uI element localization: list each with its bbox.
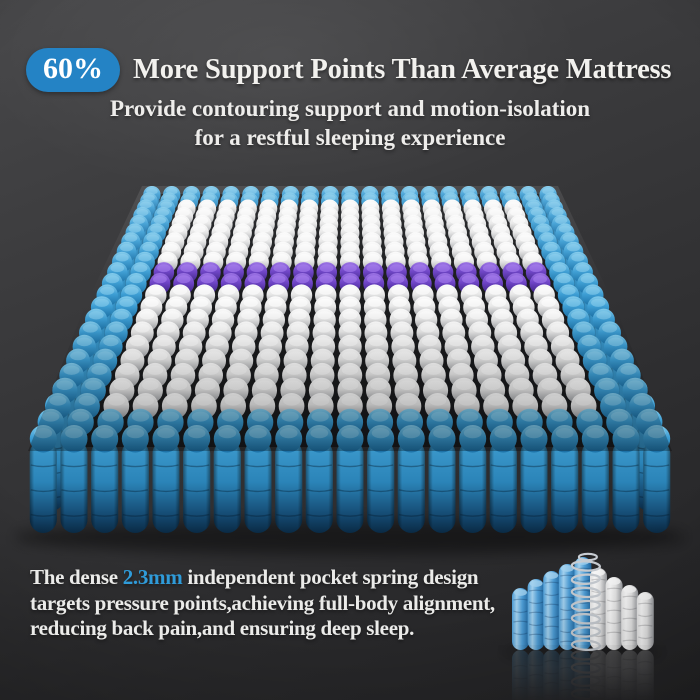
description-line1-pre: The dense	[30, 565, 123, 589]
subtitle-line-2: for a restful sleeping experience	[194, 125, 506, 150]
springs-reflection	[502, 642, 662, 700]
mattress-illustration	[14, 186, 686, 554]
subtitle: Provide contouring support and motion-is…	[0, 94, 700, 152]
subtitle-line-1: Provide contouring support and motion-is…	[109, 96, 591, 121]
percent-badge: 60%	[26, 48, 120, 92]
description-line-3: reducing back pain,and ensuring deep sle…	[30, 616, 415, 640]
headline-row: 60% More Support Points Than Average Mat…	[26, 48, 694, 92]
description-line-2: targets pressure points,achieving full-b…	[30, 590, 495, 615]
coil-gauge-highlight: 2.3mm	[122, 565, 183, 589]
description-line1-post: independent pocket spring design	[182, 565, 479, 589]
headline-title: More Support Points Than Average Mattres…	[133, 54, 672, 86]
description-text: The dense 2.3mm independent pocket sprin…	[30, 565, 520, 642]
